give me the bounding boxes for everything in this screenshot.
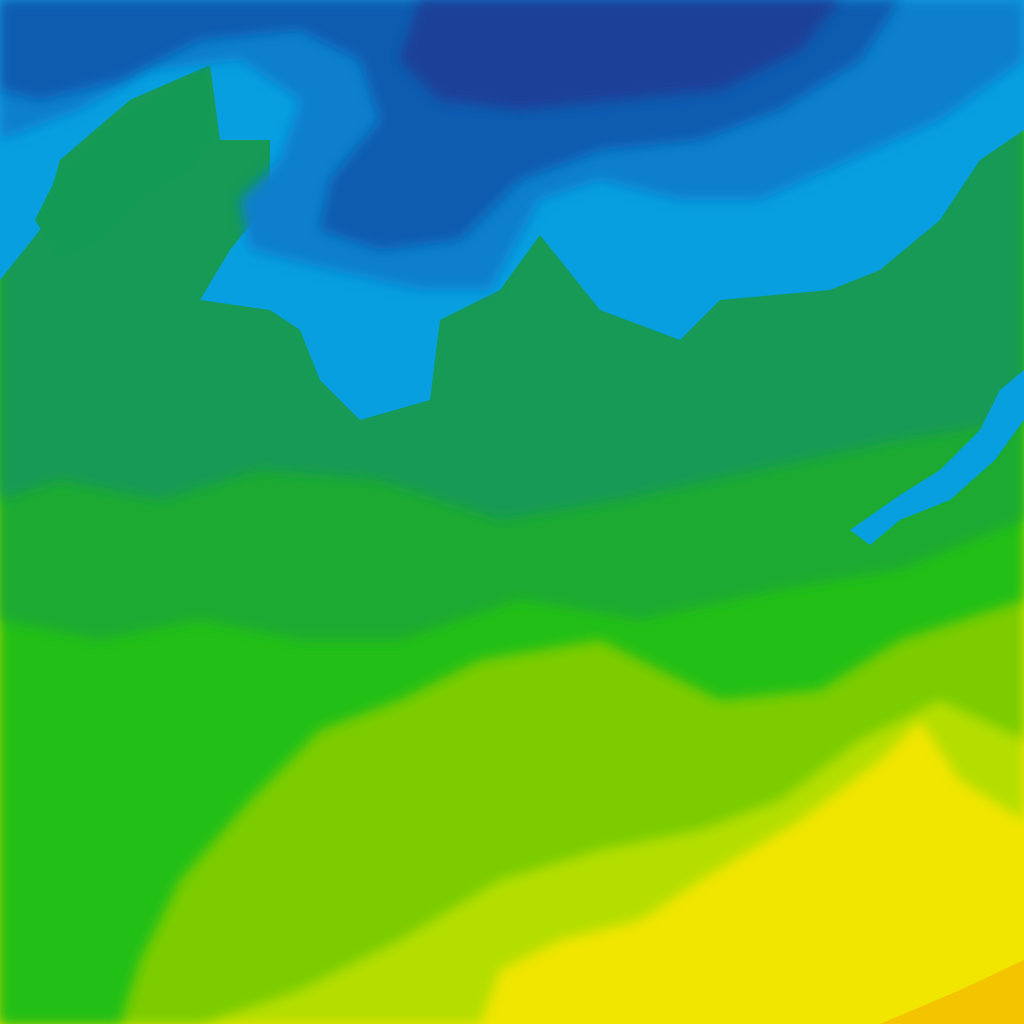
light-blue-islands [850, 370, 1024, 545]
inner-green-blob [35, 70, 215, 260]
orange-zone [880, 960, 1024, 1024]
darkest-blue-zone [400, 0, 840, 110]
